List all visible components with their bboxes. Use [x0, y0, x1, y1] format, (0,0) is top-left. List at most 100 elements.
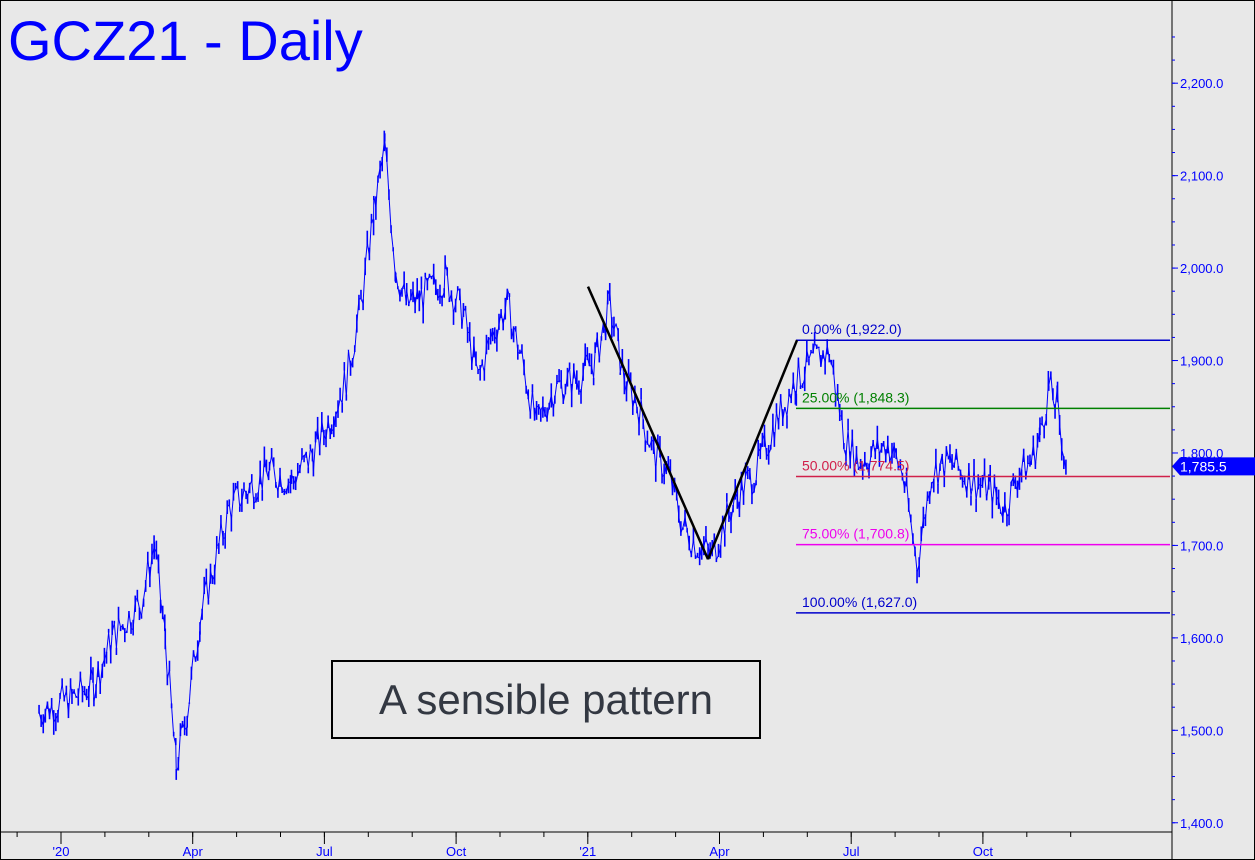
price-link [582, 354, 586, 374]
price-link [968, 467, 972, 497]
price-link [277, 474, 281, 492]
price-link [290, 474, 292, 482]
price-link [916, 564, 920, 573]
price-link [814, 342, 818, 348]
price-link [395, 273, 399, 288]
price-link [140, 598, 145, 617]
price-link [525, 388, 529, 398]
price-link [981, 470, 986, 486]
price-link [929, 483, 933, 500]
price-link [910, 520, 914, 541]
price-link [257, 472, 261, 497]
price-link [162, 614, 166, 625]
price-link [379, 160, 383, 169]
price-link [864, 461, 868, 468]
price-link [498, 312, 502, 325]
price-link [661, 474, 665, 478]
price-link [1030, 443, 1034, 464]
price-link [878, 447, 883, 455]
price-link [808, 352, 812, 360]
price-link [390, 229, 394, 250]
price-link [263, 457, 267, 472]
price-link [84, 691, 88, 699]
price-link [782, 407, 786, 421]
price-link [692, 539, 697, 558]
price-link [307, 448, 311, 468]
price-link [70, 684, 73, 695]
price-link [876, 438, 880, 455]
price-link [95, 664, 99, 690]
price-link [279, 474, 283, 493]
price-link [957, 467, 961, 472]
price-link [1061, 449, 1065, 458]
price-link [523, 368, 527, 389]
price-link [295, 474, 299, 485]
price-link [65, 690, 69, 716]
price-link [251, 480, 255, 504]
price-link [684, 517, 688, 530]
price-link [186, 702, 190, 722]
price-link [680, 527, 684, 533]
price-link [149, 555, 153, 579]
price-link [651, 439, 654, 442]
y-tick-label: 1,900.0 [1180, 354, 1223, 369]
price-link [778, 396, 782, 426]
price-link [479, 363, 483, 370]
price-link [444, 262, 448, 272]
price-link [515, 327, 519, 353]
price-link [770, 424, 774, 449]
price-link [893, 445, 897, 455]
price-link [546, 405, 550, 419]
price-link [388, 195, 392, 230]
price-link [268, 466, 271, 480]
price-link [1016, 477, 1020, 491]
price-link [763, 434, 768, 457]
price-link [550, 394, 554, 410]
annotation-box [331, 660, 761, 739]
price-link [412, 290, 416, 306]
price-link [636, 407, 640, 425]
price-link [350, 361, 354, 369]
price-link [569, 368, 573, 396]
price-link [847, 429, 851, 465]
price-link [465, 308, 469, 333]
price-link [218, 522, 222, 545]
x-tick-label: Oct [446, 844, 467, 859]
price-link [305, 452, 309, 468]
price-link [613, 323, 617, 330]
price-link [253, 500, 257, 504]
price-link [207, 571, 212, 603]
price-link [297, 469, 301, 475]
price-link [386, 160, 390, 196]
price-link [560, 380, 564, 403]
price-link [228, 504, 232, 520]
price-link [1032, 443, 1036, 467]
price-link [554, 381, 558, 398]
price-link [935, 461, 939, 486]
price-link [804, 350, 808, 379]
price-link [420, 289, 424, 311]
price-link [837, 392, 841, 417]
price-link [874, 438, 878, 454]
price-link [682, 517, 686, 528]
price-link [319, 420, 323, 451]
price-link [991, 481, 995, 507]
price-link [962, 480, 965, 483]
price-link [410, 290, 414, 298]
price-link [955, 449, 959, 469]
price-link [414, 289, 418, 306]
price-link [337, 398, 341, 410]
price-link [281, 490, 285, 493]
price-link [210, 571, 214, 581]
price-link [552, 397, 556, 410]
price-link [766, 453, 770, 457]
price-link [93, 689, 97, 702]
price-link [759, 439, 763, 452]
price-link [459, 289, 463, 328]
price-link [329, 430, 333, 435]
price-link [1023, 451, 1027, 480]
price-link [816, 346, 819, 349]
price-link [918, 539, 922, 565]
price-link [453, 303, 457, 313]
price-link [502, 309, 506, 326]
